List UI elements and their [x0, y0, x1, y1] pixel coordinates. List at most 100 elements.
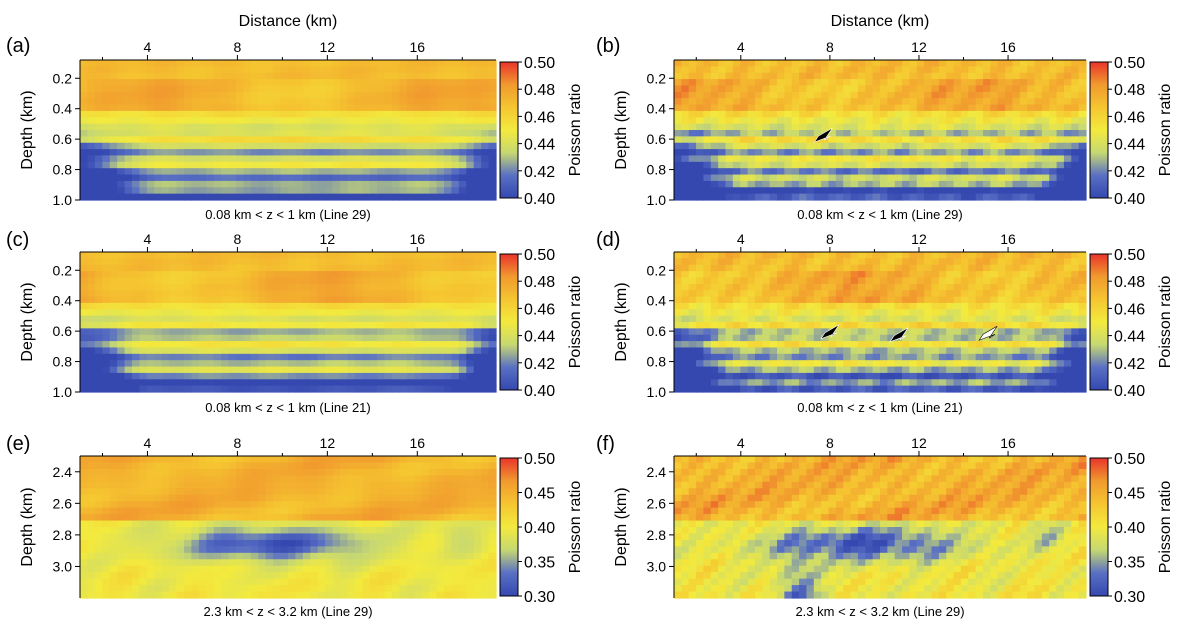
heatmap-cell: [354, 322, 363, 329]
heatmap-cell: [169, 315, 178, 323]
heatmap-cell: [273, 360, 282, 368]
heatmap-cell: [421, 296, 430, 304]
heatmap-cell: [280, 347, 289, 355]
heatmap-cell: [1027, 174, 1036, 182]
heatmap-cell: [265, 283, 274, 291]
heatmap-cell: [813, 104, 822, 112]
heatmap-cell: [777, 360, 785, 368]
heatmap-cell: [94, 60, 103, 67]
heatmap-cell: [191, 353, 200, 361]
heatmap-cell: [1027, 104, 1036, 112]
heatmap-cell: [384, 85, 393, 93]
heatmap-cell: [821, 271, 830, 279]
heatmap-cell: [835, 277, 844, 285]
heatmap-cell: [880, 180, 888, 188]
heatmap-cell: [791, 193, 800, 201]
heatmap-cell: [674, 130, 682, 137]
heatmap-cell: [762, 60, 771, 67]
heatmap-cell: [488, 161, 497, 169]
heatmap-cell: [466, 302, 475, 310]
heatmap-cell: [206, 271, 215, 279]
heatmap-cell: [161, 142, 170, 150]
heatmap-cell: [139, 110, 148, 118]
heatmap-cell: [975, 123, 984, 131]
heatmap-cell: [688, 360, 697, 368]
heatmap-cell: [139, 155, 148, 163]
heatmap-cell: [872, 98, 881, 106]
heatmap-cell: [806, 72, 815, 80]
heatmap-cell: [347, 136, 356, 144]
heatmap-cell: [1012, 79, 1021, 87]
heatmap-cell: [1012, 360, 1021, 368]
heatmap-cell: [436, 104, 445, 112]
heatmap-cell: [784, 347, 793, 355]
heatmap-cell: [740, 123, 749, 131]
heatmap-cell: [132, 385, 141, 393]
heatmap-cell: [317, 174, 326, 182]
heatmap-cell: [747, 72, 756, 80]
heatmap-cell: [1056, 296, 1065, 304]
heatmap-cell: [953, 271, 962, 279]
heatmap-cell: [887, 328, 896, 336]
heatmap-cell: [725, 334, 734, 342]
heatmap-cell: [488, 309, 497, 317]
heatmap-cell: [725, 360, 734, 368]
heatmap-cell: [1019, 104, 1028, 112]
heatmap-cell: [377, 187, 386, 195]
heatmap-cell: [813, 187, 822, 195]
heatmap-cell: [288, 174, 297, 182]
x-tick-label: 4: [737, 39, 745, 55]
heatmap-cell: [295, 130, 304, 137]
heatmap-cell: [983, 79, 991, 87]
heatmap-cell: [777, 252, 785, 259]
heatmap-cell: [880, 130, 888, 137]
heatmap-cell: [843, 180, 852, 188]
heatmap-cell: [146, 322, 155, 329]
heatmap-cell: [674, 277, 682, 285]
heatmap-cell: [909, 360, 918, 368]
heatmap-cell: [473, 258, 482, 266]
heatmap-cell: [280, 66, 289, 74]
heatmap-cell: [221, 252, 230, 259]
heatmap-cell: [887, 187, 896, 195]
heatmap-cell: [1063, 174, 1072, 182]
heatmap-cell: [784, 264, 793, 272]
heatmap-cell: [436, 117, 445, 125]
heatmap-cell: [1071, 79, 1080, 87]
heatmap-cell: [703, 155, 712, 163]
heatmap-cell: [791, 130, 800, 137]
heatmap-cell: [399, 98, 408, 106]
heatmap-cell: [146, 309, 155, 317]
heatmap-cell: [332, 193, 341, 201]
heatmap-cell: [975, 290, 984, 298]
heatmap-cell: [228, 72, 237, 80]
heatmap-cell: [843, 296, 852, 304]
heatmap-cell: [213, 353, 222, 361]
heatmap-cell: [968, 161, 977, 169]
heatmap-cell: [1012, 72, 1021, 80]
heatmap-cell: [481, 258, 490, 266]
heatmap-cell: [688, 366, 697, 374]
heatmap-cell: [117, 366, 126, 374]
heatmap-cell: [688, 130, 697, 137]
heatmap-cell: [909, 60, 918, 67]
heatmap-cell: [124, 264, 133, 272]
heatmap-cell: [968, 142, 977, 150]
heatmap-cell: [458, 353, 467, 361]
y-tick-label: 0.6: [53, 131, 73, 147]
heatmap-cell: [718, 123, 727, 131]
heatmap-cell: [850, 290, 859, 298]
heatmap-cell: [458, 104, 467, 112]
heatmap-cell: [436, 91, 445, 99]
heatmap-cell: [139, 117, 148, 125]
heatmap-cell: [674, 252, 682, 259]
heatmap-cell: [718, 149, 727, 157]
heatmap-cell: [184, 187, 193, 195]
heatmap-cell: [784, 110, 793, 118]
heatmap-cell: [392, 174, 401, 182]
heatmap-cell: [109, 347, 118, 355]
heatmap-cell: [429, 149, 438, 157]
heatmap-cell: [740, 193, 749, 201]
heatmap-cell: [161, 149, 170, 157]
heatmap-cell: [857, 252, 866, 259]
